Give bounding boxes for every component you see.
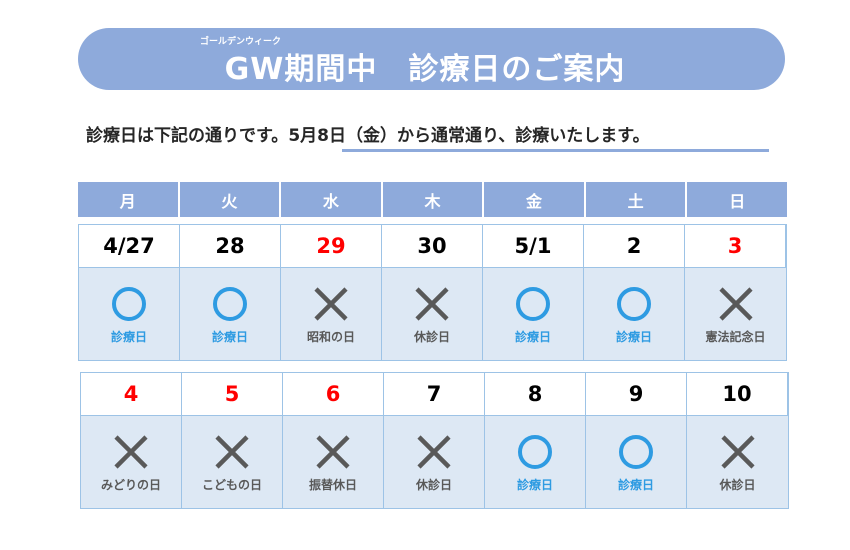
title-banner: [78, 28, 785, 90]
notice-text: 診療日は下記の通りです。5月8日（金）から通常通り、診療いたします。: [86, 121, 650, 146]
status-cell: 振替休日: [283, 416, 384, 508]
status-label: こどもの日: [201, 477, 262, 492]
status-label: 休診日: [415, 477, 452, 492]
weekday-1: 火: [179, 182, 280, 217]
circle-icon: [515, 432, 555, 472]
date-cell: 6: [283, 373, 384, 416]
status-cell: 診療日: [483, 268, 584, 360]
status-cell: こどもの日: [182, 416, 283, 508]
cross-icon: [716, 284, 756, 324]
date-cell: 3: [685, 225, 786, 268]
circle-icon: [616, 432, 656, 472]
date-cell: 29: [281, 225, 382, 268]
date-cell: 2: [584, 225, 685, 268]
status-label: 昭和の日: [306, 329, 355, 344]
status-label: 診療日: [211, 329, 248, 344]
notice-prefix: 診療日は下記の通りです。: [86, 126, 289, 146]
date-cell: 30: [382, 225, 483, 268]
circle-icon: [513, 284, 553, 324]
status-label: 憲法記念日: [705, 329, 766, 344]
date-cell: 5: [182, 373, 283, 416]
status-label: 診療日: [615, 329, 652, 344]
week-1: 4/27 診療日 28 診療日 29 昭和の日 30 休診日 5/1 診療日 2 診療日 3 憲法記念日: [78, 224, 787, 361]
cross-icon: [212, 432, 252, 472]
status-cell: 診療日: [485, 416, 586, 508]
title-ruby: ゴールデンウィーク: [200, 37, 282, 47]
circle-icon: [109, 284, 149, 324]
date-cell: 4/27: [79, 225, 180, 268]
status-label: 振替休日: [308, 477, 357, 492]
status-label: 診療日: [110, 329, 147, 344]
status-label: 診療日: [516, 477, 553, 492]
notice-highlight: 5月8日（金）から通常通り、診療いたします。: [288, 126, 650, 146]
status-label: 診療日: [514, 329, 551, 344]
date-cell: 10: [687, 373, 788, 416]
date-cell: 9: [586, 373, 687, 416]
cross-icon: [111, 432, 151, 472]
cross-icon: [311, 284, 351, 324]
circle-icon: [614, 284, 654, 324]
week-2: 4 みどりの日 5 こどもの日 6 振替休日 7 休診日 8 診療日 9 診療日 10 休診日: [80, 372, 789, 509]
status-label: 診療日: [617, 477, 654, 492]
circle-icon: [210, 284, 250, 324]
status-label: みどりの日: [100, 477, 161, 492]
date-cell: 4: [81, 373, 182, 416]
cross-icon: [412, 284, 452, 324]
status-cell: 休診日: [382, 268, 483, 360]
weekday-2: 水: [281, 182, 381, 217]
weekday-header: 月火水木金土日: [78, 182, 787, 217]
date-cell: 8: [485, 373, 586, 416]
weekday-4: 金: [484, 182, 584, 217]
cross-icon: [313, 432, 353, 472]
weekday-6: 日: [687, 182, 787, 217]
date-cell: 28: [180, 225, 281, 268]
status-cell: 診療日: [584, 268, 685, 360]
cross-icon: [414, 432, 454, 472]
status-label: 休診日: [719, 477, 756, 492]
cross-icon: [718, 432, 758, 472]
date-cell: 7: [384, 373, 485, 416]
status-cell: 休診日: [687, 416, 788, 508]
status-cell: 診療日: [79, 268, 180, 360]
status-cell: 診療日: [586, 416, 687, 508]
status-cell: 憲法記念日: [685, 268, 786, 360]
status-cell: 診療日: [180, 268, 281, 360]
weekday-5: 土: [585, 182, 686, 217]
status-cell: 休診日: [384, 416, 485, 508]
weekday-3: 木: [382, 182, 483, 217]
notice-underline: [342, 149, 769, 152]
page-title: GW期間中 診療日のご案内: [224, 52, 626, 87]
status-cell: 昭和の日: [281, 268, 382, 360]
date-cell: 5/1: [483, 225, 584, 268]
weekday-0: 月: [78, 182, 178, 217]
status-label: 休診日: [413, 329, 450, 344]
status-cell: みどりの日: [81, 416, 182, 508]
